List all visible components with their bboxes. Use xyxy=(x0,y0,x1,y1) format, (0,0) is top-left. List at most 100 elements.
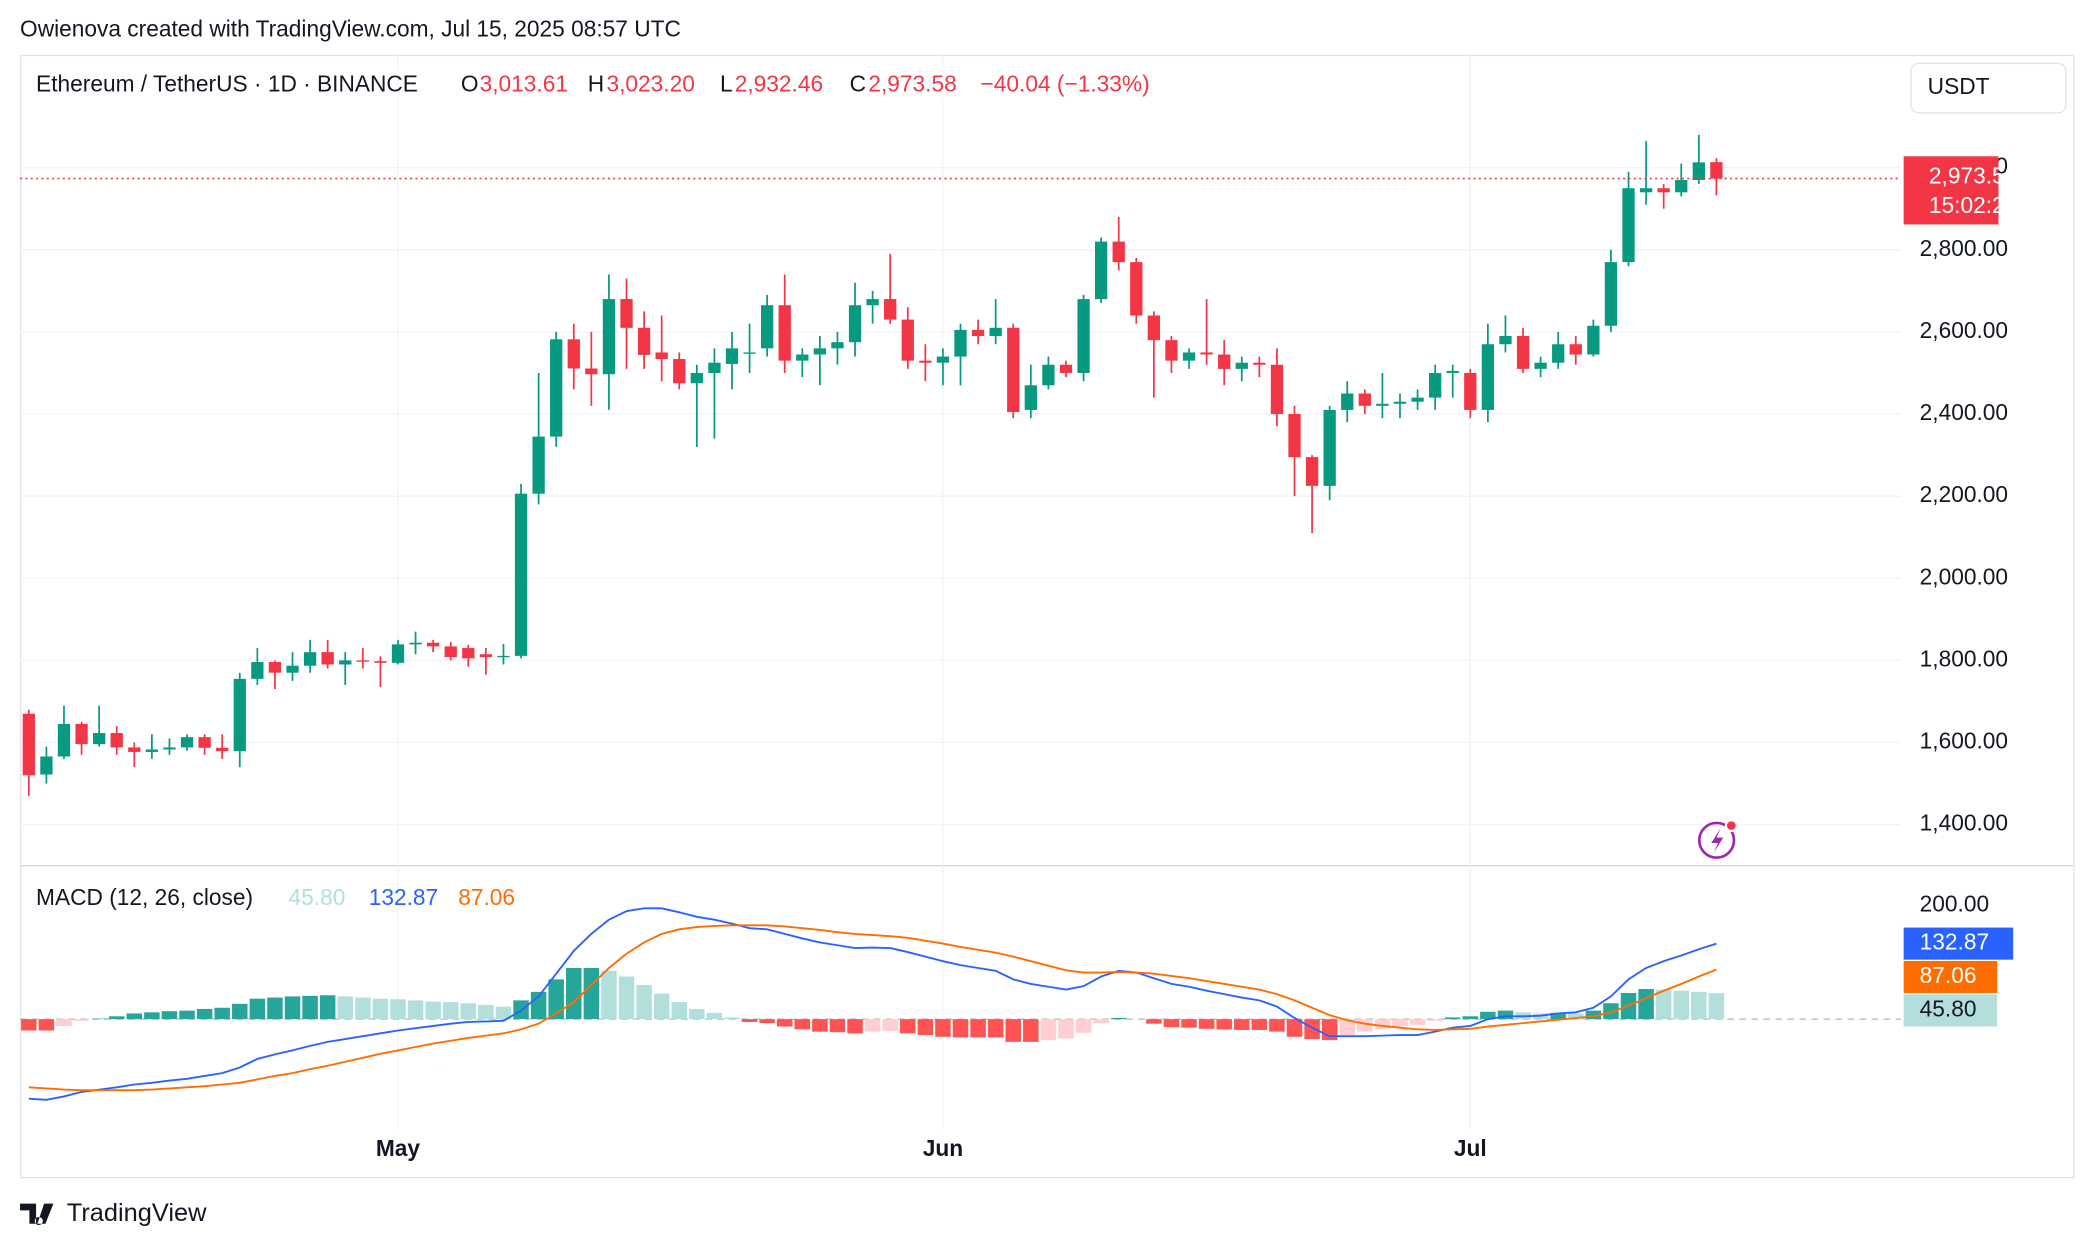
candle-body xyxy=(22,713,35,776)
histogram-bar xyxy=(319,995,336,1020)
histogram-bar xyxy=(1357,1019,1373,1032)
high-label: H xyxy=(588,71,604,97)
attribution: Owienova created with TradingView.com, J… xyxy=(20,16,681,42)
candle-body xyxy=(374,661,387,663)
candle-body xyxy=(1323,409,1336,486)
candle-body xyxy=(409,642,422,645)
candle-body xyxy=(426,642,440,647)
candle-body xyxy=(620,299,633,328)
histogram-bar xyxy=(987,1019,1004,1038)
candle-body xyxy=(497,655,510,658)
histogram-bar xyxy=(794,1019,811,1030)
candle-body xyxy=(708,362,721,373)
candle-body xyxy=(567,339,580,369)
histogram-bar xyxy=(566,967,582,1020)
candle-body xyxy=(514,493,528,656)
alert-icon[interactable] xyxy=(1697,819,1738,859)
overlay: Ethereum / TetherUS · 1D · BINANCE O 3,0… xyxy=(20,62,2067,1227)
histogram-bar xyxy=(232,1003,248,1020)
candle-body xyxy=(321,652,334,665)
axis-tag xyxy=(1903,994,1998,1027)
histogram-bar xyxy=(601,970,617,1020)
currency-button[interactable] xyxy=(1910,62,2067,114)
open-value: 3,013.61 xyxy=(480,71,568,97)
candle-body xyxy=(796,354,809,361)
candle-body xyxy=(1130,262,1143,316)
histogram-bar xyxy=(1339,1019,1355,1036)
y-tick-label: 1,400.00 xyxy=(1920,810,2008,836)
candle-body xyxy=(339,660,352,665)
macd-hist-legend: 45.80 xyxy=(289,884,346,910)
axis-tag-label: 45.80 xyxy=(1920,995,1977,1021)
candle-body xyxy=(40,756,53,775)
histogram-bar xyxy=(1163,1019,1180,1028)
histogram-bar xyxy=(1392,1019,1408,1027)
histogram-bar xyxy=(267,997,283,1020)
histogram-bar xyxy=(284,996,301,1020)
histogram-bar xyxy=(1691,991,1707,1020)
y-tick-label: 1,800.00 xyxy=(1920,645,2008,671)
candle-body xyxy=(1024,385,1037,410)
histogram-bar xyxy=(1550,1012,1566,1020)
histogram-bar xyxy=(21,1019,37,1031)
candle-body xyxy=(743,352,756,354)
currency[interactable]: USDT xyxy=(1928,73,1990,99)
y-tick-label: 1,600.00 xyxy=(1920,727,2008,753)
histogram-bar xyxy=(618,976,635,1020)
histogram-bar xyxy=(495,1006,512,1020)
candle-body xyxy=(1042,364,1055,386)
histogram-bar xyxy=(917,1019,934,1036)
histogram-bar xyxy=(653,993,670,1020)
candle-body xyxy=(1428,372,1442,398)
macd-line-legend: 132.87 xyxy=(369,884,438,910)
axis-tag xyxy=(1903,960,1998,994)
candle-body xyxy=(57,724,71,757)
candle-body xyxy=(725,348,739,364)
candle-body xyxy=(760,305,774,349)
histogram-bar xyxy=(1286,1019,1303,1037)
high-value: 3,023.20 xyxy=(606,71,694,97)
candle-body xyxy=(1094,241,1108,300)
candle-body xyxy=(356,660,369,662)
candle-body xyxy=(163,747,176,750)
histogram-bar xyxy=(706,1012,723,1020)
histogram-bar xyxy=(1075,1019,1092,1033)
histogram-bar xyxy=(583,967,600,1020)
histogram-bar xyxy=(38,1019,55,1031)
histogram-bar xyxy=(1058,1019,1074,1039)
low-label: L xyxy=(720,71,733,97)
candle-body xyxy=(778,305,791,361)
candle-body xyxy=(1165,340,1178,361)
change: −40.04 (−1.33%) xyxy=(981,71,1150,97)
histogram-bar xyxy=(689,1008,705,1020)
histogram-bar xyxy=(759,1019,775,1024)
grid xyxy=(20,54,1901,1129)
histogram-bar xyxy=(1234,1019,1250,1030)
signal-line-legend: 87.06 xyxy=(458,884,515,910)
histogram-bar xyxy=(1110,1018,1127,1020)
histogram-bar xyxy=(478,1004,494,1020)
candle-body xyxy=(1218,354,1231,369)
candle-body xyxy=(1235,362,1248,369)
histogram-bar xyxy=(900,1019,916,1034)
histogram-bar xyxy=(1444,1017,1461,1020)
axis-tag xyxy=(1903,927,2014,960)
brand-logo xyxy=(20,1203,54,1226)
candle-body xyxy=(303,652,317,666)
candle-body xyxy=(268,662,282,673)
histogram-bar xyxy=(1304,1019,1320,1040)
histogram-bar xyxy=(1655,989,1672,1020)
candle-body xyxy=(233,678,246,752)
candle-body xyxy=(1147,315,1161,341)
candle-body xyxy=(1411,397,1424,402)
histogram-bar xyxy=(1269,1019,1285,1032)
histogram-bar xyxy=(1181,1019,1197,1028)
histogram-bar xyxy=(1146,1019,1162,1024)
candle-body xyxy=(602,299,616,375)
candle-body xyxy=(954,329,967,357)
candle-body xyxy=(936,356,950,363)
histogram-bar xyxy=(390,999,406,1020)
candle-body xyxy=(1675,180,1688,193)
histogram-bar xyxy=(1673,990,1689,1020)
